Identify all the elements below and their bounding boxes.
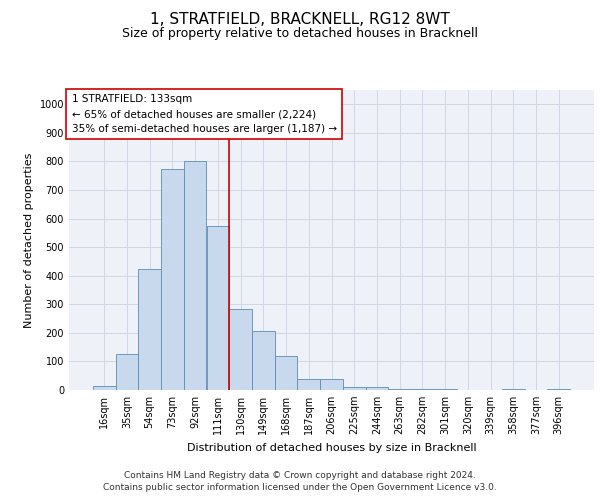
Bar — [320, 378, 343, 390]
Bar — [365, 387, 388, 390]
Bar — [93, 386, 116, 390]
Bar — [206, 226, 229, 390]
Bar — [252, 332, 275, 390]
Text: 1 STRATFIELD: 133sqm
← 65% of detached houses are smaller (2,224)
35% of semi-de: 1 STRATFIELD: 133sqm ← 65% of detached h… — [71, 94, 337, 134]
X-axis label: Distribution of detached houses by size in Bracknell: Distribution of detached houses by size … — [187, 442, 476, 452]
Text: Contains HM Land Registry data © Crown copyright and database right 2024.: Contains HM Land Registry data © Crown c… — [124, 471, 476, 480]
Text: 1, STRATFIELD, BRACKNELL, RG12 8WT: 1, STRATFIELD, BRACKNELL, RG12 8WT — [150, 12, 450, 28]
Text: Contains public sector information licensed under the Open Government Licence v3: Contains public sector information licen… — [103, 484, 497, 492]
Bar — [229, 308, 252, 390]
Bar — [388, 388, 411, 390]
Bar — [116, 354, 139, 390]
Bar — [434, 388, 457, 390]
Bar — [547, 388, 570, 390]
Bar — [184, 162, 206, 390]
Bar — [139, 268, 161, 390]
Bar — [275, 356, 298, 390]
Bar — [502, 388, 524, 390]
Bar — [161, 168, 184, 390]
Bar — [298, 378, 320, 390]
Y-axis label: Number of detached properties: Number of detached properties — [24, 152, 34, 328]
Bar — [343, 387, 365, 390]
Text: Size of property relative to detached houses in Bracknell: Size of property relative to detached ho… — [122, 28, 478, 40]
Bar — [411, 388, 434, 390]
